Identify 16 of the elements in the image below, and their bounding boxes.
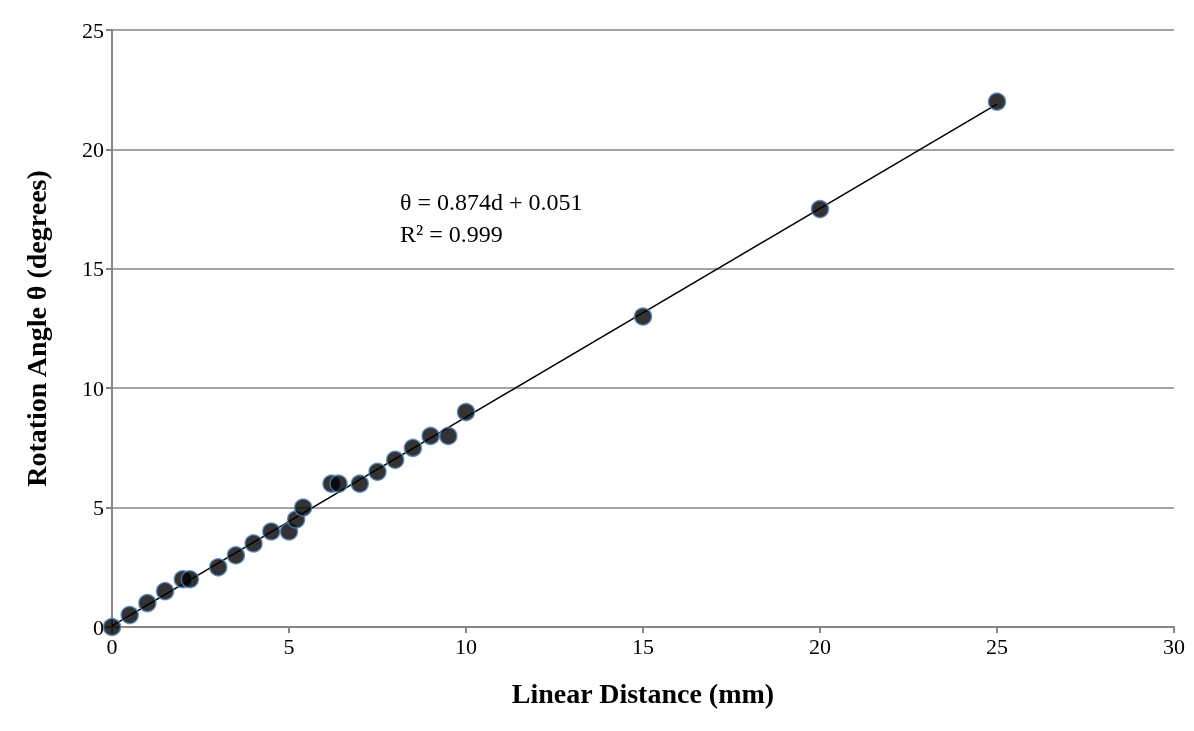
x-tick-label: 15 <box>632 633 654 659</box>
y-tick-label: 15 <box>82 256 104 282</box>
x-tick-label: 10 <box>455 633 477 659</box>
y-tick-label: 10 <box>82 375 104 401</box>
y-tick-label: 25 <box>82 17 104 43</box>
y-tick-label: 20 <box>82 136 104 162</box>
x-tick-label: 5 <box>283 633 295 659</box>
y-tick-label: 5 <box>93 495 104 521</box>
y-tick-label: 0 <box>93 614 104 640</box>
x-tick-label: 30 <box>1163 633 1185 659</box>
x-axis-title: Linear Distance (mm) <box>511 677 775 709</box>
annotation: R² = 0.999 <box>399 221 503 247</box>
annotation: θ = 0.874d + 0.051 <box>399 189 583 215</box>
x-tick-label: 25 <box>986 633 1008 659</box>
x-tick-label: 20 <box>809 633 831 659</box>
y-axis-title: Rotation Angle θ (degrees) <box>20 170 52 487</box>
